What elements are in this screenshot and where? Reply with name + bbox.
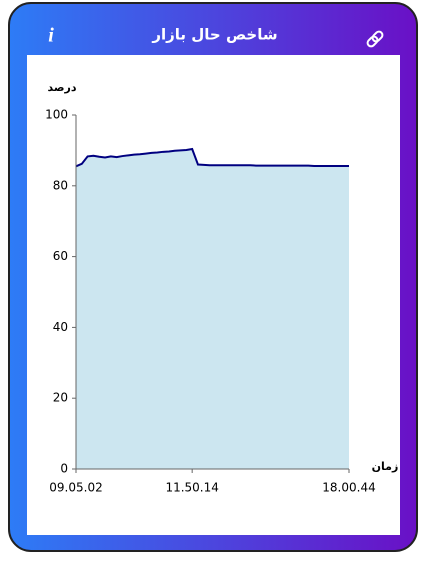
title: شاخص حال بازار [151, 26, 277, 44]
y-tick-label: 40 [53, 320, 68, 334]
link-button[interactable] [366, 30, 384, 48]
x-tick-label: 11.50.14 [165, 481, 218, 495]
y-tick-label: 60 [53, 249, 68, 263]
x-tick-label: 09.05.02 [49, 481, 102, 495]
x-axis-label: زمان [372, 460, 399, 473]
line [75, 147, 349, 168]
y-axis-label: درصد [48, 81, 77, 94]
y-tick-label: 20 [53, 391, 68, 405]
y-tick-label: 80 [53, 178, 68, 192]
info-button[interactable]: i [48, 25, 54, 47]
area [76, 148, 349, 469]
x-tick-label: 18.00.44 [322, 481, 375, 495]
chart: LiveTSE.ir02040608010009.05.0211.50.1418… [45, 81, 398, 495]
y-tick-label: 0 [60, 462, 68, 476]
y-tick-label: 100 [45, 108, 68, 122]
